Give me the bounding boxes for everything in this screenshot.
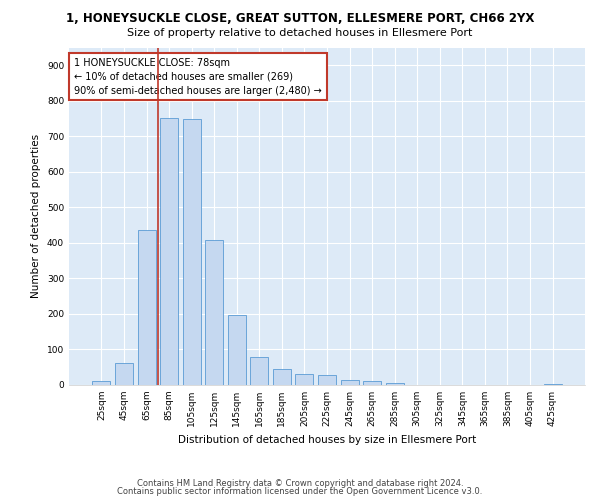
- Bar: [182, 118, 201, 385]
- Bar: [341, 380, 359, 385]
- Text: Size of property relative to detached houses in Ellesmere Port: Size of property relative to detached ho…: [127, 28, 473, 38]
- Bar: [386, 383, 404, 385]
- Bar: [273, 369, 291, 385]
- Text: Contains public sector information licensed under the Open Government Licence v3: Contains public sector information licen…: [118, 487, 482, 496]
- Bar: [137, 230, 155, 385]
- Bar: [92, 382, 110, 385]
- Bar: [318, 375, 336, 385]
- Bar: [250, 357, 268, 385]
- X-axis label: Distribution of detached houses by size in Ellesmere Port: Distribution of detached houses by size …: [178, 434, 476, 444]
- Bar: [295, 374, 313, 385]
- Bar: [228, 314, 246, 385]
- Text: 1, HONEYSUCKLE CLOSE, GREAT SUTTON, ELLESMERE PORT, CH66 2YX: 1, HONEYSUCKLE CLOSE, GREAT SUTTON, ELLE…: [66, 12, 534, 26]
- Bar: [363, 382, 381, 385]
- Text: Contains HM Land Registry data © Crown copyright and database right 2024.: Contains HM Land Registry data © Crown c…: [137, 478, 463, 488]
- Bar: [160, 118, 178, 385]
- Bar: [115, 363, 133, 385]
- Bar: [544, 384, 562, 385]
- Y-axis label: Number of detached properties: Number of detached properties: [31, 134, 41, 298]
- Bar: [205, 240, 223, 385]
- Text: 1 HONEYSUCKLE CLOSE: 78sqm
← 10% of detached houses are smaller (269)
90% of sem: 1 HONEYSUCKLE CLOSE: 78sqm ← 10% of deta…: [74, 58, 322, 96]
